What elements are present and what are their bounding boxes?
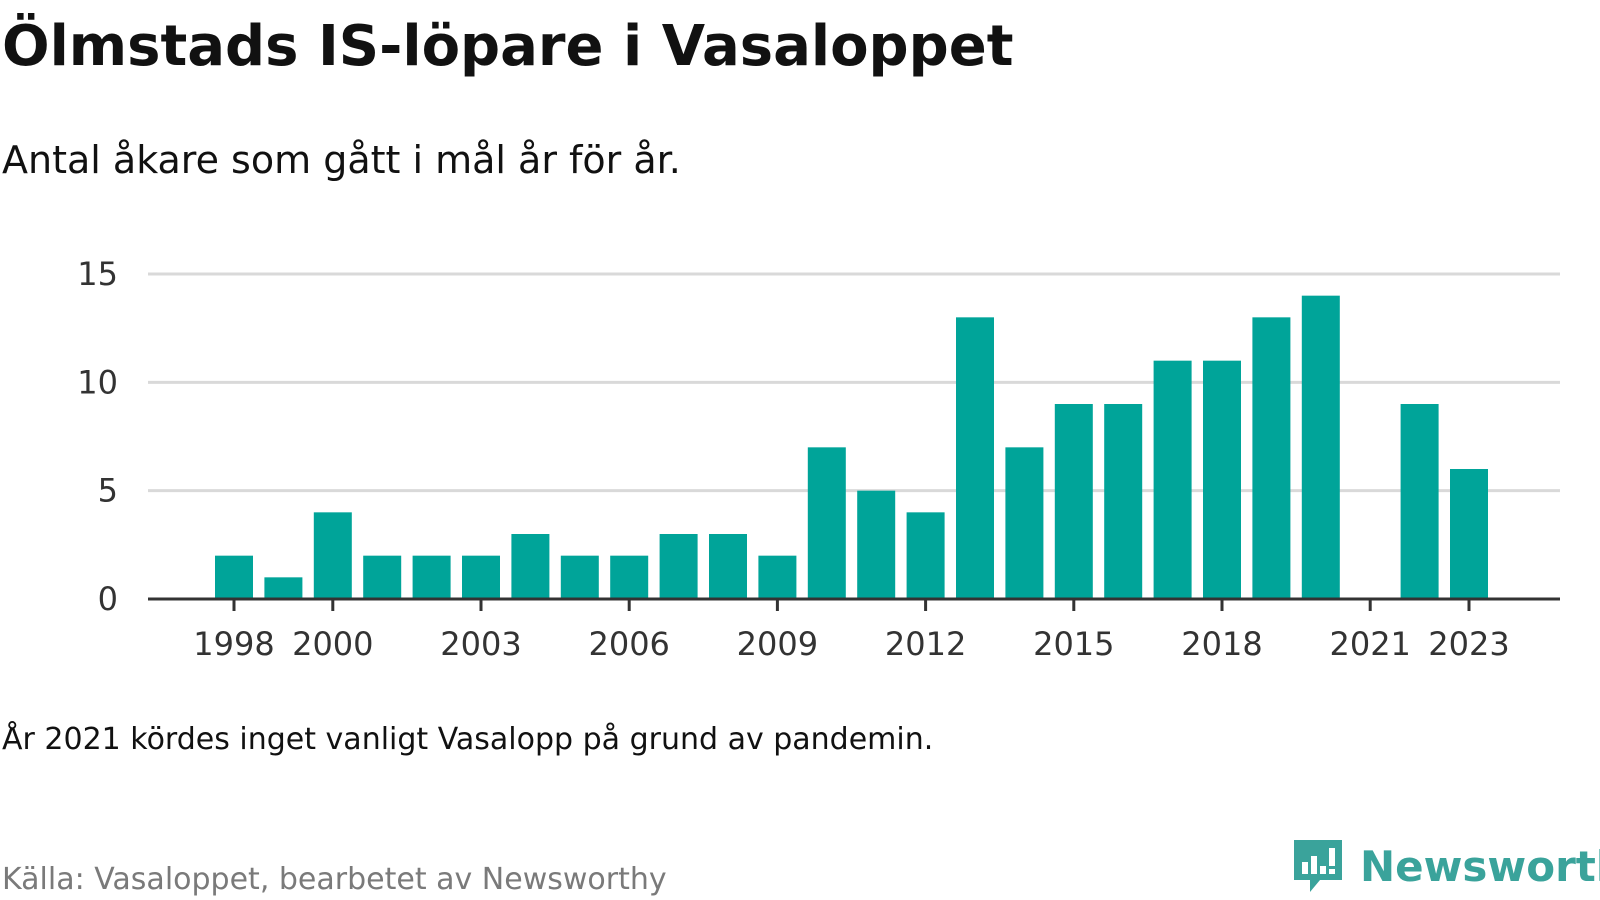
- chart-subtitle: Antal åkare som gått i mål år för år.: [2, 138, 681, 182]
- x-axis-ticks: 1998 2000 2003 2006 2009 2012 2015 2018 2021 2023: [193, 599, 1510, 663]
- bar-2003: [462, 555, 500, 599]
- bar-2004: [511, 534, 550, 599]
- x-tick-label: 2003: [440, 625, 521, 663]
- brand-name: Newsworthy: [1360, 842, 1600, 891]
- bar-2013: [956, 317, 994, 599]
- bar-2020: [1301, 295, 1340, 599]
- newsworthy-logo-icon: [1294, 840, 1342, 892]
- y-tick-label: 5: [98, 472, 118, 510]
- y-tick-label: 15: [77, 255, 118, 293]
- bar-2023: [1450, 469, 1488, 599]
- bars: [215, 295, 1488, 599]
- x-tick-label: 2000: [292, 625, 373, 663]
- x-tick-label: 2015: [1033, 625, 1114, 663]
- y-axis-ticks: 0 5 10 15: [77, 255, 118, 618]
- bar-2011: [857, 490, 896, 599]
- bar-2016: [1104, 404, 1143, 599]
- bar-2019: [1252, 317, 1291, 599]
- bar-2002: [412, 555, 451, 599]
- bar-2012: [906, 512, 945, 599]
- x-tick-label: 2009: [737, 625, 818, 663]
- bar-2018: [1203, 360, 1241, 599]
- source-credit: Källa: Vasaloppet, bearbetet av Newswort…: [2, 862, 667, 897]
- bar-1999: [264, 577, 303, 599]
- bar-2010: [807, 447, 846, 599]
- x-tick-label: 2018: [1181, 625, 1262, 663]
- bar-2015: [1054, 404, 1093, 599]
- bar-2022: [1400, 404, 1439, 599]
- x-tick-label: 2023: [1428, 625, 1509, 663]
- bar-chart: 0 5 10 15 1998 2000 2003 2006 2009 2012 2015 2018 2…: [77, 255, 1560, 663]
- bar-2017: [1153, 360, 1192, 599]
- bar-2001: [363, 555, 402, 599]
- bar-2009: [758, 555, 797, 599]
- bar-2006: [610, 555, 649, 599]
- bar-1998: [215, 555, 253, 599]
- chart-note: År 2021 kördes inget vanligt Vasalopp på…: [2, 722, 934, 757]
- x-tick-label: 2021: [1329, 625, 1410, 663]
- x-tick-label: 2012: [885, 625, 966, 663]
- y-tick-label: 10: [77, 363, 118, 401]
- bar-2005: [560, 555, 599, 599]
- bar-2008: [709, 534, 747, 599]
- x-tick-label: 2006: [588, 625, 669, 663]
- bar-2014: [1005, 447, 1044, 599]
- y-tick-label: 0: [98, 580, 118, 618]
- x-tick-label: 1998: [193, 625, 274, 663]
- bar-2000: [313, 512, 352, 599]
- chart-title: Ölmstads IS-löpare i Vasaloppet: [2, 14, 1014, 79]
- bar-2007: [659, 534, 698, 599]
- gridlines: [148, 272, 1560, 493]
